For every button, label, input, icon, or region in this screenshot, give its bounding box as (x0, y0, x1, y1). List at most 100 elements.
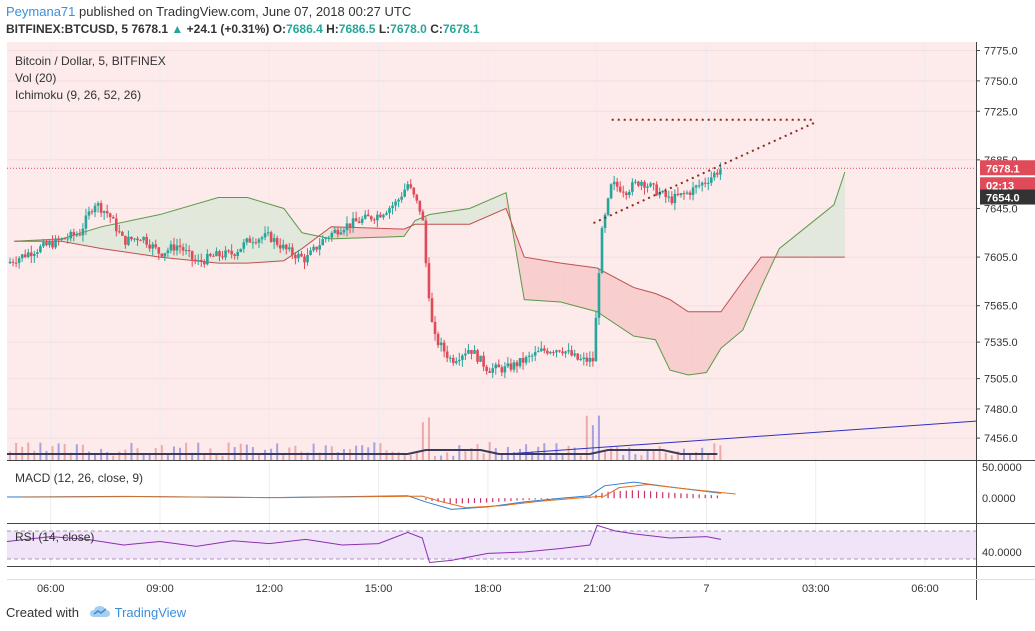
volume-trendline (506, 420, 977, 455)
ichimoku-cloud-segment (61, 226, 102, 249)
tradingview-cloud-icon (89, 606, 110, 617)
candle-body (87, 211, 91, 216)
candle-body (312, 246, 315, 251)
candle-body (154, 244, 158, 248)
volume-bar (160, 445, 163, 460)
price-tick-label: 7480.0 (984, 404, 1018, 416)
candle-body (29, 252, 33, 256)
candle-body (184, 250, 188, 252)
candle-body (169, 244, 173, 251)
volume-bar (628, 447, 631, 460)
author-link[interactable]: Peymana71 (6, 4, 76, 19)
candle-body (558, 350, 561, 352)
candle-body (643, 181, 646, 188)
candle-body (719, 169, 722, 175)
macd-pane (7, 461, 976, 523)
ichimoku-cloud-segment (688, 311, 707, 375)
candle-body (257, 239, 261, 243)
candle-body (655, 184, 658, 196)
candle-body (212, 255, 215, 257)
candle-body (421, 211, 425, 221)
candle-body (676, 193, 680, 196)
candle-body (199, 259, 203, 262)
volume-bar (81, 444, 84, 460)
time-tick-label: 21:00 (583, 583, 611, 595)
candle-body (609, 184, 613, 199)
volume-bar (239, 443, 242, 460)
price-change: +24.1 (+0.31%) (186, 22, 270, 36)
volume-bar (294, 445, 297, 460)
candle-body (716, 172, 719, 175)
candle-body (427, 263, 431, 299)
candle-body (118, 231, 121, 233)
candle-body (385, 213, 388, 215)
candle-body (412, 187, 416, 195)
time-tick-label: 15:00 (365, 583, 393, 595)
candle-body (130, 236, 133, 240)
volume-bar (373, 442, 376, 460)
macd-signal-line (21, 483, 736, 509)
candle-body (99, 203, 103, 213)
candle-body (637, 181, 640, 186)
price-tick-label: 7775.0 (984, 46, 1018, 58)
volume-bar (191, 452, 194, 460)
candle-body (51, 241, 54, 248)
candle-body (369, 216, 373, 220)
candle-body (57, 238, 60, 241)
candle-body (603, 214, 607, 229)
last-price: 7678.1 (131, 22, 169, 36)
candle-body (133, 238, 136, 240)
volume-bar (658, 446, 661, 460)
candle-body (582, 357, 586, 360)
candle-body (354, 218, 358, 222)
macd-legend: MACD (12, 26, close, 9) (15, 471, 143, 485)
candle-body (136, 238, 139, 241)
candle-body (11, 261, 15, 263)
candle-body (527, 355, 531, 357)
candle-body (239, 248, 243, 252)
candle-body (42, 242, 45, 247)
time-tick-label: 7 (703, 583, 709, 595)
volume-bar (446, 452, 449, 460)
candle-body (679, 193, 683, 196)
price-tick-label: 7645.0 (984, 203, 1018, 215)
candle-body (606, 198, 610, 215)
candle-body (597, 273, 601, 318)
candle-body (193, 259, 197, 262)
candle-body (160, 253, 164, 257)
candle-body (63, 238, 66, 240)
candle-body (539, 348, 543, 352)
price-chart[interactable]: 7775.07750.07725.07685.07645.07605.07565… (0, 40, 1035, 600)
time-tick-label: 18:00 (474, 583, 502, 595)
volume-bar (300, 451, 303, 460)
volume-bar (336, 452, 339, 460)
candle-body (333, 229, 337, 233)
candle-body (172, 244, 176, 251)
candle-body (688, 192, 692, 195)
volume-bar (33, 450, 36, 460)
candle-body (591, 357, 595, 362)
candle-body (84, 215, 88, 229)
candle-body (272, 238, 276, 242)
candle-body (178, 245, 182, 248)
ichimoku-cloud-segment (670, 299, 689, 375)
volume-bar (634, 454, 637, 460)
candle-body (503, 366, 507, 373)
candle-body (36, 252, 39, 254)
candle-body (303, 256, 306, 263)
candle-body (181, 247, 185, 251)
volume-bar (458, 445, 461, 460)
kijun-badge: 7654.0 (986, 193, 1020, 205)
candle-body (430, 298, 434, 322)
candle-body (555, 350, 558, 353)
price-tick-label: 7725.0 (984, 106, 1018, 118)
candle-body (345, 223, 349, 231)
candle-body (546, 350, 549, 354)
candle-body (482, 355, 485, 367)
candle-body (69, 231, 73, 239)
ichimoku-cloud-segment (524, 257, 561, 303)
tradingview-brand[interactable]: TradingView (114, 605, 187, 620)
volume-bar (482, 453, 485, 460)
volume-bar (391, 451, 394, 460)
volume-bar (604, 450, 607, 460)
